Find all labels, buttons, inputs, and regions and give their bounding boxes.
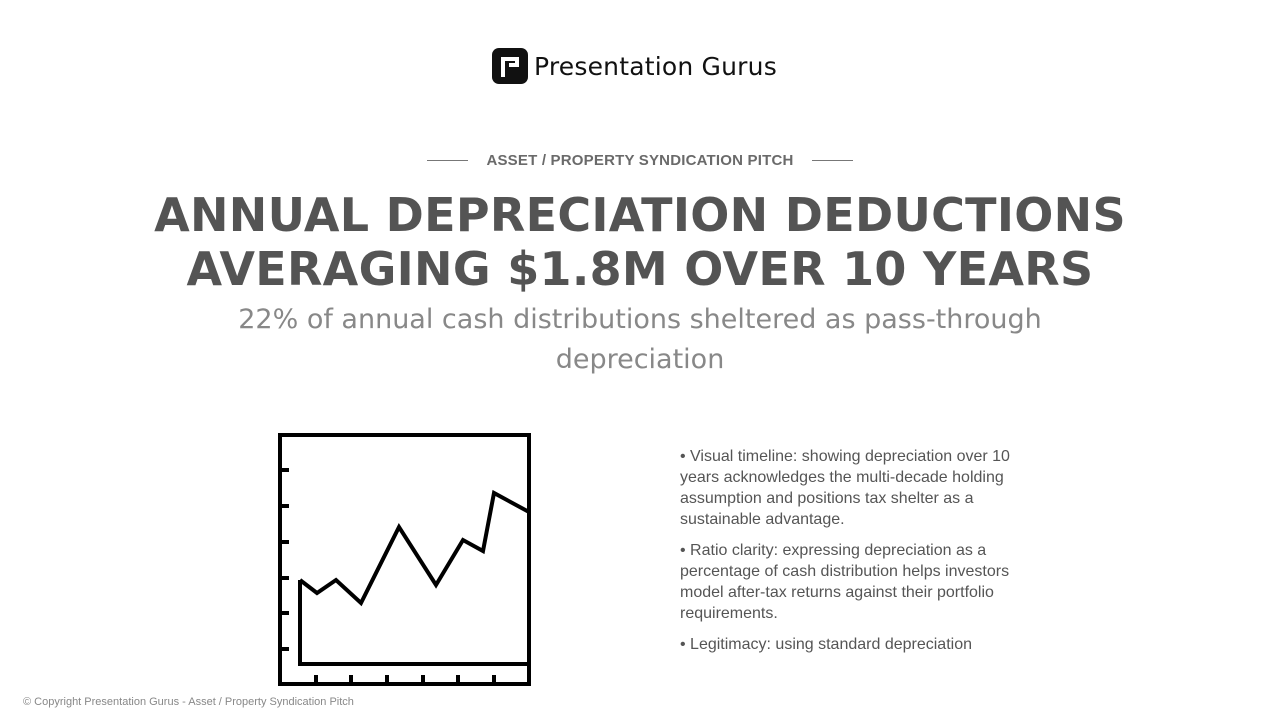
bullet-item: • Ratio clarity: expressing depreciation… [680,542,1010,622]
slide-headline: ANNUAL DEPRECIATION DEDUCTIONS AVERAGING… [140,188,1140,296]
bullet-item: • Legitimacy: using standard depreciatio… [680,636,972,653]
brand-name: Presentation Gurus [534,51,777,81]
kicker-rule-right [811,160,853,161]
brand-logo: Presentation Gurus [492,47,777,85]
slide-subhead: 22% of annual cash distributions shelter… [238,304,1042,375]
bullet-item: • Visual timeline: showing depreciation … [680,448,1010,528]
kicker: ASSET / PROPERTY SYNDICATION PITCH [0,152,1280,169]
line-chart-icon [278,433,531,686]
presentation-gurus-logo-icon [492,48,528,84]
footer-copyright: © Copyright Presentation Gurus - Asset /… [23,696,354,708]
bullet-list: • Visual timeline: showing depreciation … [680,446,1050,665]
headline-line-2: AVERAGING $1.8M OVER 10 YEARS [186,242,1094,296]
headline-line-1: ANNUAL DEPRECIATION DEDUCTIONS [154,188,1126,242]
kicker-rule-left [427,160,469,161]
kicker-text: ASSET / PROPERTY SYNDICATION PITCH [486,152,794,169]
